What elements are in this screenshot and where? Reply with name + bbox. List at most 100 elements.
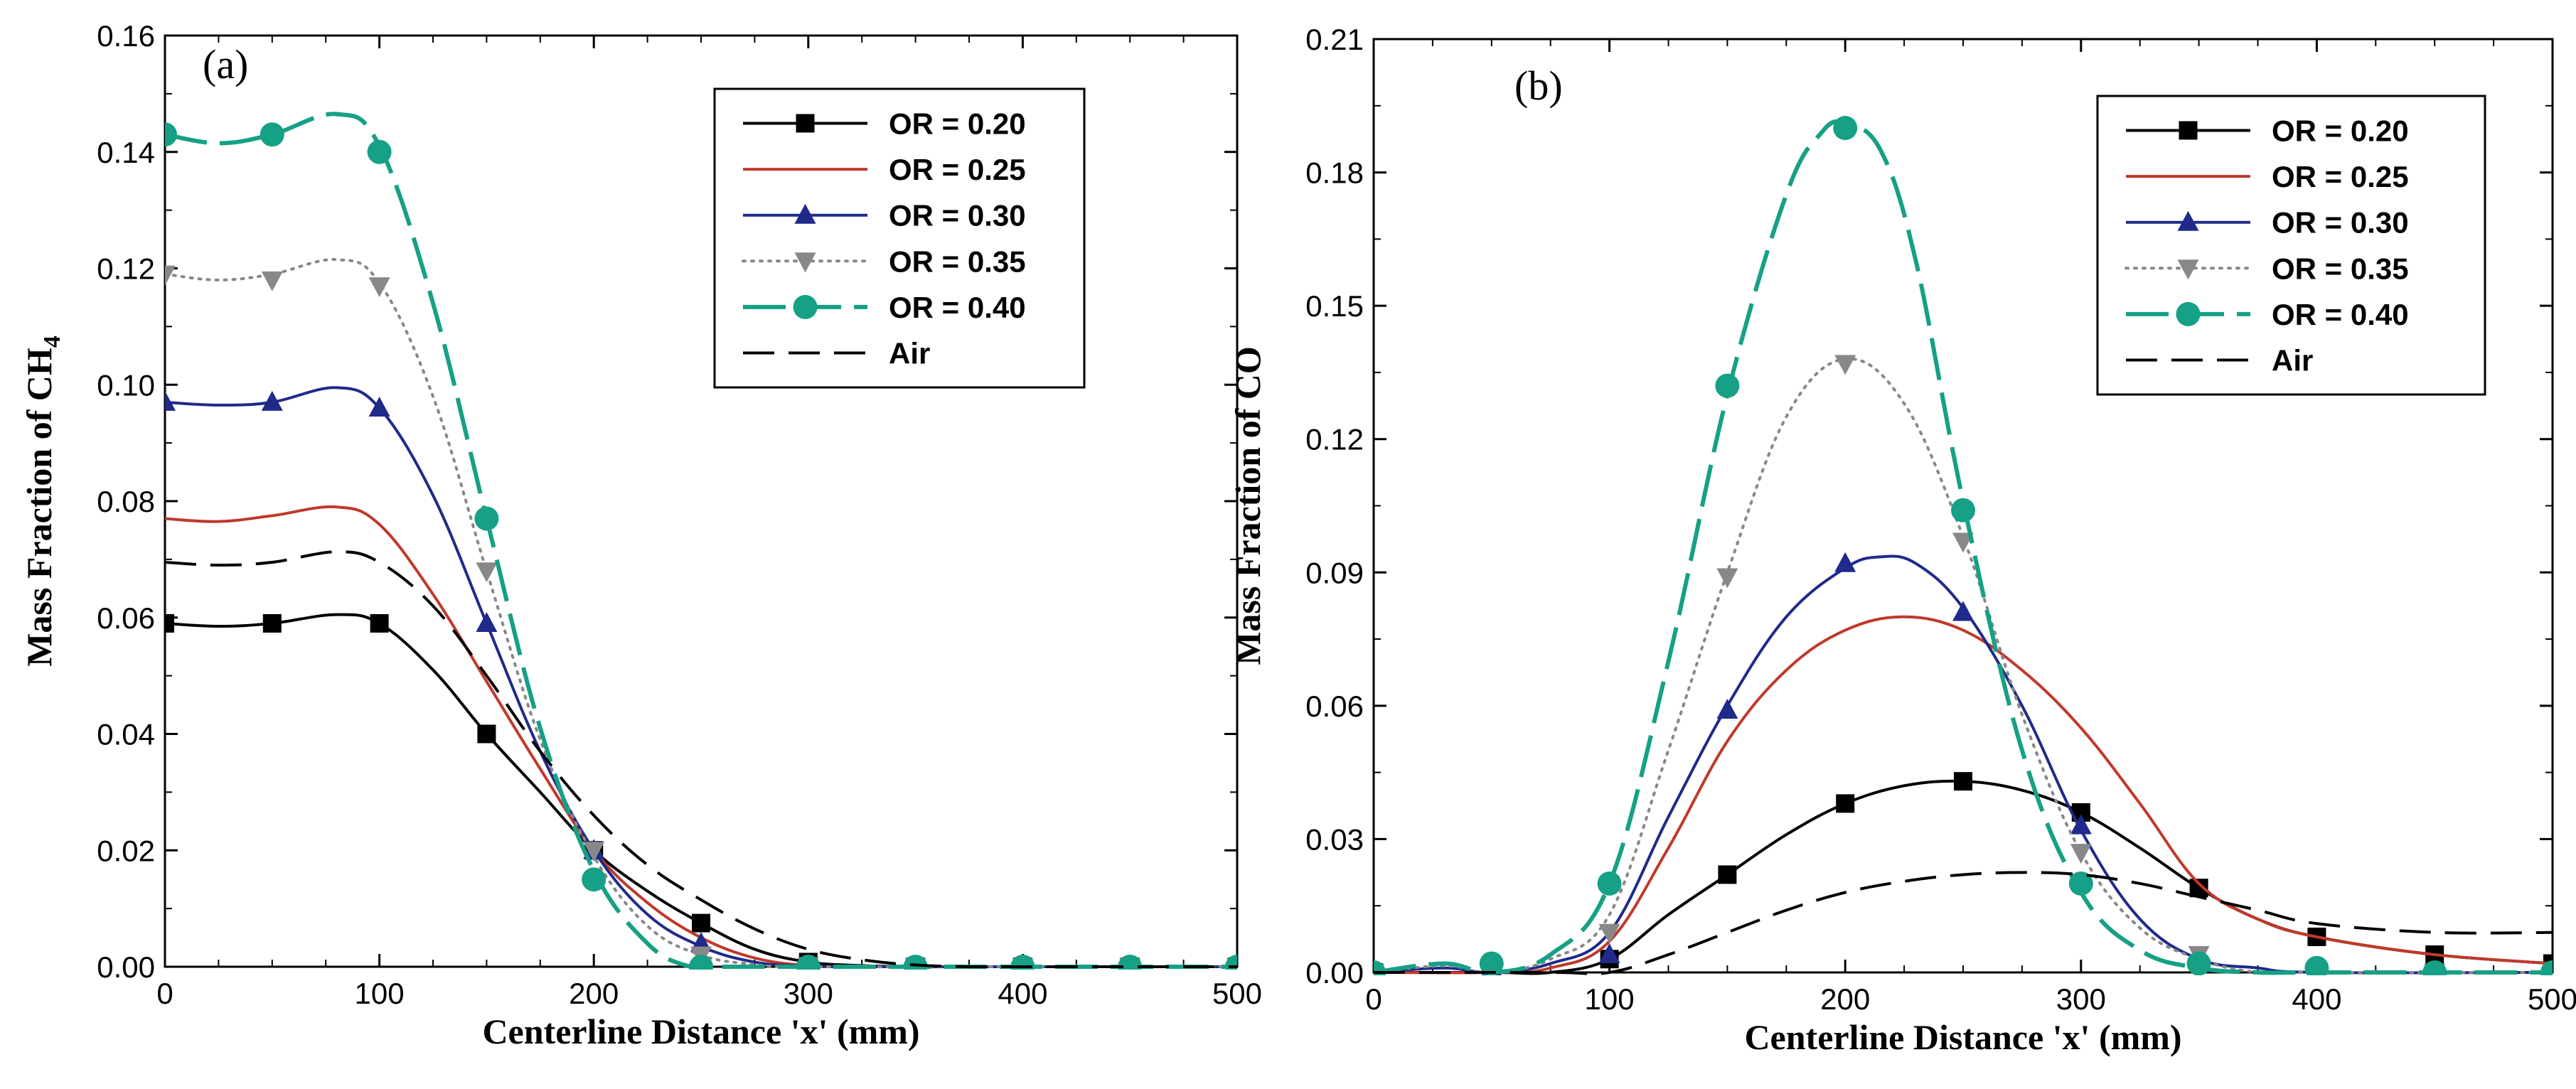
panel-a-chart: 0.00 0.02 0.04 0.06 0.08 0.10 0.12 0.14 0.16 0 100…: [19, 19, 1262, 1051]
panel-b-x-tick-label: 400: [2292, 982, 2341, 1016]
panel-b-x-tick-label: 200: [1820, 982, 1870, 1016]
panel-a-y-axis-title: Mass Fraction of CH4: [19, 336, 65, 667]
panel-b-series-or-0-30: [1374, 552, 2553, 975]
panel-a-series-or-0-40-line: [165, 112, 1237, 970]
panel-b-y-axis-title: Mass Fraction of CO: [1228, 346, 1268, 665]
panel-b-series-or-0-40-point: [1597, 871, 1622, 896]
panel-a-y-tick-label: 0.04: [97, 718, 155, 751]
panel-a-series-or-0-35-point: [583, 842, 605, 862]
panel-b-series-or-0-35-point: [1598, 923, 1620, 944]
panel-b-series-or-0-20-line: [1374, 779, 2553, 975]
panel-b-series-or-0-20-point: [1836, 794, 1855, 813]
panel-a-series-or-0-20-point: [370, 613, 389, 633]
panel-b-legend-marker-or-0-40: [2176, 301, 2201, 326]
panel-b-y-tick-label: 0.12: [1305, 423, 1364, 456]
panel-b-legend-marker-or-0-20: [2179, 121, 2198, 140]
panel-b-legend-marker-or-0-35: [2177, 259, 2199, 280]
panel-a-x-tick-label: 500: [1212, 977, 1262, 1010]
panel-b-series-air: [1374, 871, 2553, 975]
panel-b-x-tick-label: 500: [2528, 982, 2576, 1016]
panel-a-series-or-0-40-point: [474, 506, 499, 531]
panel-a-legend-label-or-0-20: OR = 0.20: [889, 107, 1026, 140]
panel-a-series-or-0-30: [165, 386, 1237, 970]
panel-b-legend-label-air: Air: [2272, 344, 2313, 377]
panel-a-x-tick-label: 400: [998, 977, 1047, 1010]
panel-b-series-or-0-40-point: [2540, 960, 2553, 975]
panel-a-panel-label: (a): [203, 41, 248, 87]
panel-b-y-tick-label: 0.21: [1305, 23, 1364, 56]
panel-b-series-or-0-30-point: [1716, 699, 1738, 719]
panel-a-y-axis-title-subscript: 4: [39, 336, 65, 348]
panel-a-series-or-0-35-point: [368, 277, 390, 298]
panel-a-legend-label-or-0-30: OR = 0.30: [889, 199, 1026, 232]
panel-a-legend-marker-or-0-35: [794, 252, 816, 273]
panel-b-series-or-0-40-point: [1833, 116, 1858, 141]
panel-a-series-or-0-30-point: [165, 390, 176, 411]
panel-b-legend-box: [2096, 95, 2486, 396]
panel-b-legend-label-or-0-20: OR = 0.20: [2272, 114, 2409, 147]
panel-a-series-or-0-20: [165, 613, 1237, 970]
panel-b-series-or-0-35-point: [2070, 844, 2092, 864]
panel-b-series-or-0-20-point: [1954, 772, 1972, 791]
panel-b-series-or-0-30-point: [1598, 943, 1620, 963]
panel-a-series-or-0-30-point: [261, 390, 283, 411]
panel-b-series-or-0-30-point: [2070, 814, 2092, 835]
panel-b-series-or-0-30-point: [1952, 601, 1974, 621]
panel-b-series-or-0-35-point: [1716, 568, 1738, 589]
panel-b-chart: 0.00 0.03 0.06 0.09 0.12 0.15 0.18 0.21 0 100 200 3…: [1228, 23, 2576, 1057]
panel-b-series-or-0-40-point: [1951, 498, 1975, 522]
panel-a-legend-marker-or-0-30: [794, 203, 816, 224]
panel-a-y-tick-label: 0.02: [97, 834, 155, 867]
panel-a-series-or-0-20-point: [262, 613, 282, 633]
panel-a-x-tick-label: 300: [784, 977, 833, 1010]
panel-a-series-or-0-35-point: [261, 271, 283, 291]
panel-a-legend-marker-or-0-40: [793, 294, 818, 319]
panel-b-series-or-0-20-point: [1718, 865, 1737, 884]
panel-b-y-tick-label: 0.18: [1305, 156, 1364, 190]
panel-b-legend-marker-or-0-30: [2177, 210, 2199, 231]
panel-a-y-tick-label: 0.10: [97, 368, 155, 402]
panel-b-series-group: [1374, 116, 2553, 975]
panel-b-legend-label-or-0-35: OR = 0.35: [2272, 252, 2409, 285]
panel-a-series-or-0-40-point: [582, 867, 606, 892]
panel-a-series-or-0-20-point: [165, 613, 174, 633]
panel-a-legend-label-or-0-35: OR = 0.35: [889, 245, 1026, 278]
panel-a-series-or-0-40-point: [1118, 955, 1143, 970]
panel-a-legend-label-or-0-25: OR = 0.25: [889, 153, 1026, 186]
panel-b-series-or-0-40-point: [1479, 951, 1504, 975]
panel-b-series-or-0-35: [1374, 355, 2553, 975]
panel-a-series-air-line: [165, 550, 1237, 969]
panel-a-series-or-0-20-point: [477, 724, 496, 744]
panel-a-series-group: [165, 112, 1237, 970]
panel-a-series-or-0-40-point: [165, 122, 177, 147]
panel-b-series-or-0-30-point: [1834, 552, 1856, 572]
panel-a-series-or-0-35-point: [476, 562, 498, 583]
panel-b-x-tick-label: 0: [1365, 982, 1381, 1016]
panel-a-series-or-0-35-point: [165, 265, 176, 286]
panel-b-series-or-0-40-point: [2186, 951, 2211, 975]
panel-b-series-or-0-35-point: [1952, 532, 1974, 553]
panel-a-series-or-0-40-point: [796, 955, 821, 970]
panel-b-series-or-0-40-point: [2422, 960, 2447, 975]
panel-b-x-axis-title: Centerline Distance 'x' (mm): [1744, 1017, 2181, 1057]
panel-b-y-tick-label: 0.09: [1305, 556, 1364, 589]
panel-a-series-or-0-40-point: [689, 955, 713, 970]
panel-a-x-tick-label: 100: [355, 977, 405, 1010]
panel-b-series-or-0-25: [1374, 615, 2553, 975]
panel-a-x-axis-title: Centerline Distance 'x' (mm): [482, 1012, 919, 1051]
panel-b-series-or-0-25-line: [1374, 615, 2553, 975]
panel-a-x-tick-label: 200: [569, 977, 619, 1010]
panel-a-legend-marker-or-0-20: [796, 114, 815, 133]
panel-b-x-tick-label: 300: [2056, 982, 2106, 1016]
panel-a-series-or-0-30-line: [165, 386, 1237, 969]
panel-b-legend-label-or-0-40: OR = 0.40: [2272, 298, 2409, 331]
panel-a-y-tick-label: 0.08: [97, 485, 155, 518]
panel-a-legend: OR = 0.20 OR = 0.25 OR = 0.30 OR = 0.35 OR =…: [713, 87, 1086, 389]
panel-b-y-tick-label: 0.03: [1305, 822, 1364, 856]
panel-a-series-or-0-35-line: [165, 258, 1237, 969]
panel-b-series-or-0-40-line: [1374, 119, 2553, 975]
panel-b-legend-label-or-0-30: OR = 0.30: [2272, 206, 2409, 240]
panel-a-series-air: [165, 550, 1237, 969]
panel-a-series-or-0-40: [165, 112, 1237, 970]
